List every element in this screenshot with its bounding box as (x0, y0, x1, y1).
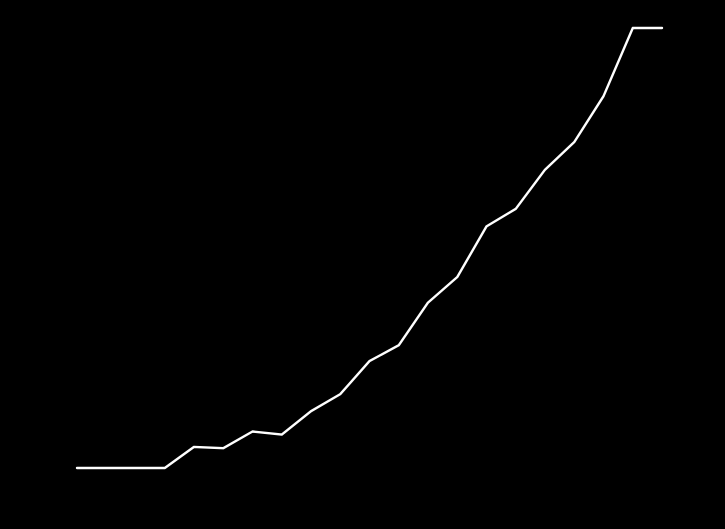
series-layer (75, 26, 664, 470)
